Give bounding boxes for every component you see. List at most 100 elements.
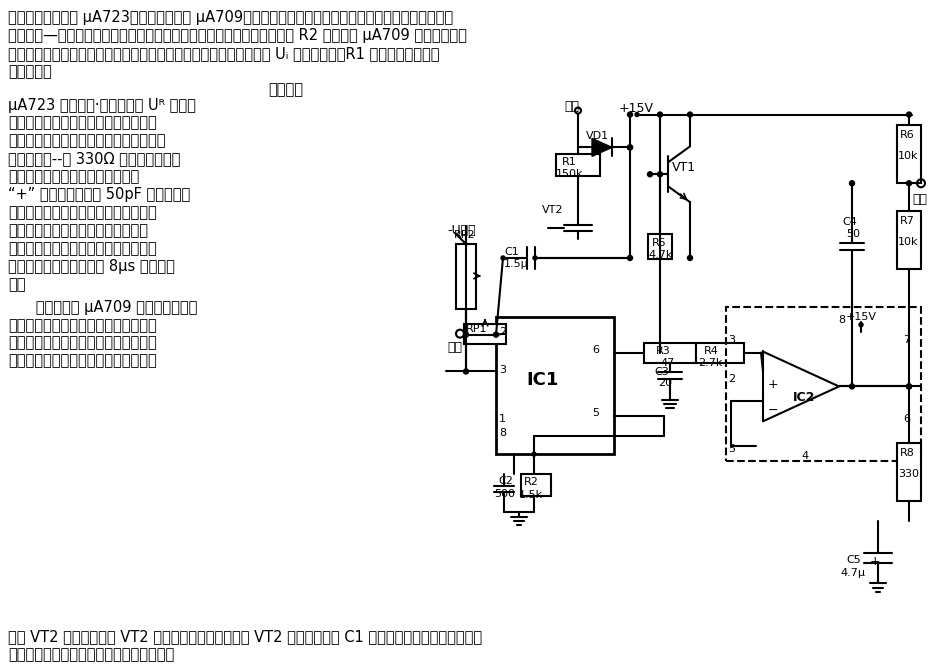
- Text: C3: C3: [653, 366, 668, 376]
- Circle shape: [501, 256, 505, 260]
- Text: C2: C2: [497, 476, 512, 486]
- Bar: [648, 234, 671, 259]
- Text: 压端。在其集电极和差分放大器的: 压端。在其集电极和差分放大器的: [8, 169, 139, 184]
- Text: 47: 47: [659, 358, 674, 368]
- Circle shape: [635, 113, 638, 117]
- Text: VT1: VT1: [671, 161, 695, 174]
- Circle shape: [533, 256, 536, 260]
- Text: 8: 8: [499, 428, 505, 438]
- Bar: [520, 474, 550, 496]
- Text: 出。: 出。: [8, 277, 25, 292]
- Text: 态；当输入信号超过参考电压时它立即: 态；当输入信号超过参考电压时它立即: [8, 241, 156, 256]
- Text: VT2: VT2: [541, 205, 563, 215]
- Circle shape: [647, 172, 651, 176]
- Text: 构成正反馈回路。只要输入信号不超过: 构成正反馈回路。只要输入信号不超过: [8, 205, 156, 220]
- Circle shape: [905, 180, 911, 186]
- Text: 发射极通过--个 330Ω 电阵连到参考电: 发射极通过--个 330Ω 电阵连到参考电: [8, 151, 181, 166]
- Text: 本电路由核心元件 μA723（稳压单元）和 μA709（运算放大器）构成电流控制振荡器。本振荡器可用于: 本电路由核心元件 μA723（稳压单元）和 μA709（运算放大器）构成电流控制…: [8, 10, 453, 25]
- Text: +: +: [768, 378, 778, 392]
- Polygon shape: [592, 139, 611, 157]
- Text: C4: C4: [841, 217, 856, 227]
- Text: VD1: VD1: [585, 131, 608, 141]
- Circle shape: [657, 172, 662, 176]
- Text: 7: 7: [902, 334, 909, 344]
- Text: R4: R4: [703, 346, 718, 356]
- Text: μA723 内部有一·参考电压源 Uᴿ 和一个: μA723 内部有一·参考电压源 Uᴿ 和一个: [8, 98, 196, 113]
- Text: 330: 330: [897, 469, 918, 479]
- Text: 2: 2: [499, 327, 505, 337]
- Text: 5: 5: [727, 444, 734, 454]
- Circle shape: [627, 145, 632, 150]
- Text: 应管 VT2 的栅极，于是 VT2 导通，电容迅速放电。当 VT2 截止时，电容 C1 再次开始充电，于是该振荡器: 应管 VT2 的栅极，于是 VT2 导通，电容迅速放电。当 VT2 截止时，电容…: [8, 629, 482, 645]
- Text: 与比较器连接，构成受电流控制的振荡: 与比较器连接，构成受电流控制的振荡: [8, 318, 156, 333]
- Circle shape: [532, 452, 535, 456]
- Bar: [555, 155, 599, 176]
- Text: 输出: 输出: [911, 193, 926, 206]
- Text: “+” 输入端之间接有 50pF 的电容器，: “+” 输入端之间接有 50pF 的电容器，: [8, 187, 190, 202]
- Text: 3: 3: [727, 334, 734, 344]
- Text: R1: R1: [562, 157, 577, 167]
- Text: C1: C1: [504, 247, 519, 257]
- Bar: [896, 211, 920, 269]
- Text: +15V: +15V: [619, 102, 653, 115]
- Text: 1.5μ: 1.5μ: [504, 259, 528, 269]
- Text: 2.7k: 2.7k: [697, 358, 722, 368]
- Text: 150k: 150k: [555, 169, 583, 179]
- Text: 10k: 10k: [897, 237, 917, 247]
- Text: 以达到所需要的载波频率。该电路的输入阻抗接近于零。当输入电压 Uᵢ 为一定値时，R1 可以控制振荡器的: 以达到所需要的载波频率。该电路的输入阻抗接近于零。当输入电压 Uᵢ 为一定値时，…: [8, 46, 439, 61]
- Circle shape: [849, 384, 854, 389]
- Text: R7: R7: [899, 216, 914, 226]
- Circle shape: [627, 145, 632, 150]
- Text: R3: R3: [655, 346, 670, 356]
- Text: 3: 3: [499, 364, 505, 374]
- Text: R2: R2: [523, 477, 538, 487]
- Text: 输入: 输入: [446, 340, 461, 354]
- Circle shape: [463, 369, 468, 374]
- Text: 10k: 10k: [897, 151, 917, 161]
- Text: 稳压单元: 稳压单元: [268, 82, 302, 97]
- Text: 6: 6: [902, 414, 909, 424]
- Text: 高增益的差分放大器，因此可以接成比: 高增益的差分放大器，因此可以接成比: [8, 115, 156, 131]
- Text: 6: 6: [592, 344, 598, 354]
- Text: +: +: [869, 555, 880, 567]
- Circle shape: [905, 384, 911, 389]
- Text: 器。只要积分器的输出电压达到比较器: 器。只要积分器的输出电压达到比较器: [8, 336, 156, 350]
- Text: IC2: IC2: [792, 392, 814, 404]
- Text: +15V: +15V: [845, 312, 876, 322]
- Text: 输出: 输出: [563, 100, 578, 113]
- Text: IC1: IC1: [525, 372, 558, 390]
- Bar: [695, 342, 743, 362]
- Bar: [463, 324, 505, 344]
- Text: 的触发电压时，就有一正脉冲加到场效: 的触发电压时，就有一正脉冲加到场效: [8, 354, 156, 368]
- Bar: [896, 125, 920, 183]
- Text: 运算放大器 μA709 构成积分器，并: 运算放大器 μA709 构成积分器，并: [8, 300, 197, 315]
- Text: 50: 50: [845, 229, 859, 239]
- Circle shape: [657, 112, 662, 117]
- Circle shape: [627, 112, 632, 117]
- Text: RP2: RP2: [454, 230, 475, 240]
- Text: C5: C5: [845, 555, 860, 565]
- Text: 较器。内部晶体管（如图中虚线所示）的: 较器。内部晶体管（如图中虚线所示）的: [8, 133, 166, 149]
- Text: 5: 5: [592, 408, 598, 418]
- Circle shape: [905, 112, 911, 117]
- Text: 振荡频率。: 振荡频率。: [8, 64, 51, 79]
- Text: 导通，并产生一个宽度为 8μs 的脉冲输: 导通，并产生一个宽度为 8μs 的脉冲输: [8, 259, 175, 274]
- Text: 线性电压—频率变换器，或频率调节器。当作为频率调节器时，电路中的 R2 可以调节 μA709 的偏置电流，: 线性电压—频率变换器，或频率调节器。当作为频率调节器时，电路中的 R2 可以调节…: [8, 28, 466, 43]
- Circle shape: [463, 332, 468, 337]
- Text: 1: 1: [499, 414, 505, 424]
- Circle shape: [687, 112, 692, 117]
- Text: RP1: RP1: [465, 324, 487, 334]
- Text: 500: 500: [493, 489, 515, 499]
- Text: 4: 4: [800, 451, 807, 461]
- Circle shape: [858, 323, 862, 327]
- Circle shape: [493, 332, 498, 337]
- Text: 输出锯齿波。其最大振幅和参考电压相等。: 输出锯齿波。其最大振幅和参考电压相等。: [8, 647, 174, 663]
- Polygon shape: [762, 352, 838, 422]
- Text: 20: 20: [657, 378, 671, 388]
- Text: 1.5k: 1.5k: [519, 490, 543, 500]
- Circle shape: [687, 256, 692, 260]
- Text: R8: R8: [899, 448, 914, 458]
- Circle shape: [849, 180, 854, 186]
- Text: 参考电压，内部晶体管就处于截止状: 参考电压，内部晶体管就处于截止状: [8, 223, 148, 238]
- Text: 4.7μ: 4.7μ: [839, 567, 864, 577]
